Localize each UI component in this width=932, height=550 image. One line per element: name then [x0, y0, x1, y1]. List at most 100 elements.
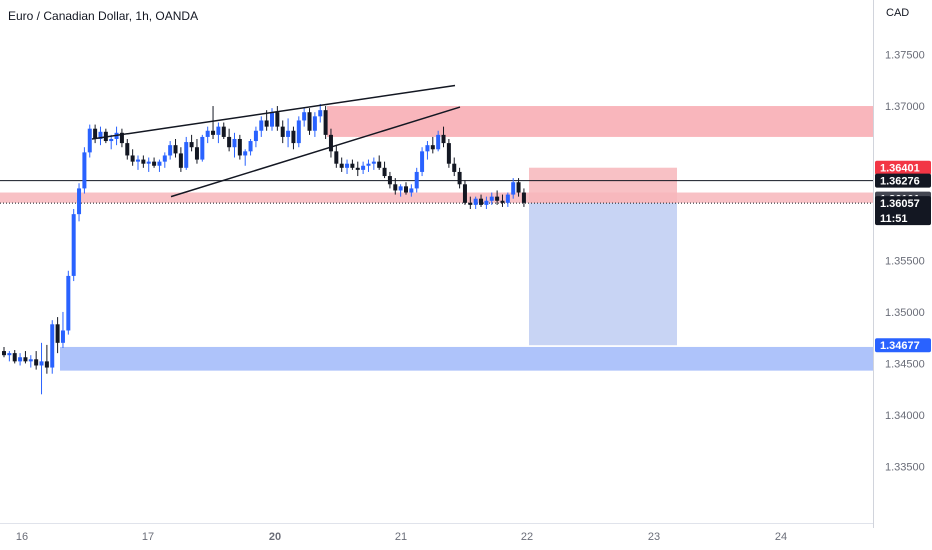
candle-body [371, 161, 376, 164]
candle-body [12, 353, 17, 362]
candle-body [194, 147, 199, 160]
candle-body [39, 361, 44, 366]
candle-body [398, 186, 403, 191]
candle-body [136, 159, 140, 162]
candle-body [93, 128, 98, 139]
candle-body [366, 163, 371, 166]
time-axis[interactable]: 16 17 20 21 22 23 24 [16, 531, 787, 543]
candle-body [334, 151, 339, 164]
candle-body [318, 110, 323, 117]
candle-body [393, 184, 398, 191]
candle-body [328, 134, 333, 152]
candle-body [125, 143, 130, 156]
candle-body [468, 202, 473, 205]
candle-body [162, 155, 167, 162]
candle-body [77, 188, 82, 215]
entry-price-tag: 1.36276 [880, 176, 920, 188]
candle-body [168, 145, 173, 156]
candle-body [516, 182, 521, 193]
time-tick-label: 21 [395, 531, 407, 543]
candle-body [248, 141, 253, 152]
target-price-tag-bg [875, 338, 931, 353]
candle-body [387, 176, 392, 185]
candle-body [436, 134, 441, 150]
candle-body [82, 152, 87, 189]
candle-body [66, 275, 71, 331]
demand-zone [60, 346, 873, 371]
candle-body [350, 163, 355, 168]
candle-body [355, 167, 360, 170]
candle-body [44, 361, 49, 368]
candles-layer [2, 103, 526, 395]
candle-body [146, 161, 151, 164]
candle-body [361, 165, 366, 170]
last-price-tag-bg [875, 196, 931, 226]
candle-body [430, 145, 435, 150]
candle-body [377, 161, 382, 168]
candle-body [441, 134, 446, 144]
candle-body [404, 186, 408, 193]
candle-body [259, 120, 264, 131]
candle-body [345, 163, 350, 168]
candle-body [500, 200, 505, 203]
entry-price-tag-bg [875, 173, 931, 188]
candle-body [489, 196, 494, 201]
price-tick-label: 1.37000 [885, 101, 925, 113]
candle-body [221, 126, 226, 137]
candle-body [157, 161, 162, 166]
candle-body [409, 188, 414, 193]
currency-label[interactable]: CAD [886, 7, 910, 19]
supply-zone [327, 106, 873, 137]
time-tick-label: 24 [775, 531, 787, 543]
resistance-zone [0, 192, 873, 203]
candle-body [511, 182, 516, 195]
candle-body [211, 130, 216, 135]
candle-body [457, 171, 462, 185]
time-tick-label: 20 [269, 531, 281, 543]
candle-body [446, 143, 451, 164]
candle-body [339, 163, 344, 168]
candle-body [484, 200, 489, 205]
candle-body [286, 130, 291, 137]
candle-body [280, 126, 285, 137]
candle-body [34, 359, 39, 366]
candle-body [28, 359, 33, 362]
candle-body [505, 194, 510, 203]
candle-body [452, 163, 457, 172]
candle-body [312, 116, 317, 131]
last-price-tag: 1.36057 [880, 198, 920, 210]
drawings-layer[interactable] [91, 84, 461, 198]
wedge-upper-line [91, 84, 456, 140]
candle-body [302, 112, 307, 121]
candle-body [71, 214, 76, 276]
wedge-lower-line [170, 106, 461, 198]
candle-body [307, 112, 312, 131]
countdown-label: 11:51 [880, 213, 908, 225]
candle-body [55, 324, 60, 343]
candle-body [130, 155, 135, 162]
price-axis[interactable]: 1.37500 1.37000 1.35500 1.35000 1.34500 1.340… [885, 50, 925, 474]
candle-body [270, 112, 274, 127]
candle-body [275, 112, 280, 127]
take-profit-region [529, 203, 677, 346]
candle-body [382, 167, 387, 177]
time-tick-label: 23 [648, 531, 660, 543]
price-tick-label: 1.34000 [885, 410, 925, 422]
candle-body [425, 145, 430, 152]
price-tick-label: 1.34500 [885, 358, 925, 370]
candle-body [200, 136, 205, 160]
candle-body [521, 192, 526, 203]
candle-body [479, 198, 484, 205]
candle-body [473, 198, 478, 205]
candle-body [50, 324, 55, 368]
candle-body [237, 138, 242, 156]
symbol-title[interactable]: Euro / Canadian Dollar, 1h, OANDA [8, 9, 199, 23]
candle-body [178, 153, 183, 168]
candle-body [216, 126, 221, 135]
candle-body [173, 145, 178, 154]
candle-body [232, 138, 237, 148]
candle-body [60, 330, 65, 343]
